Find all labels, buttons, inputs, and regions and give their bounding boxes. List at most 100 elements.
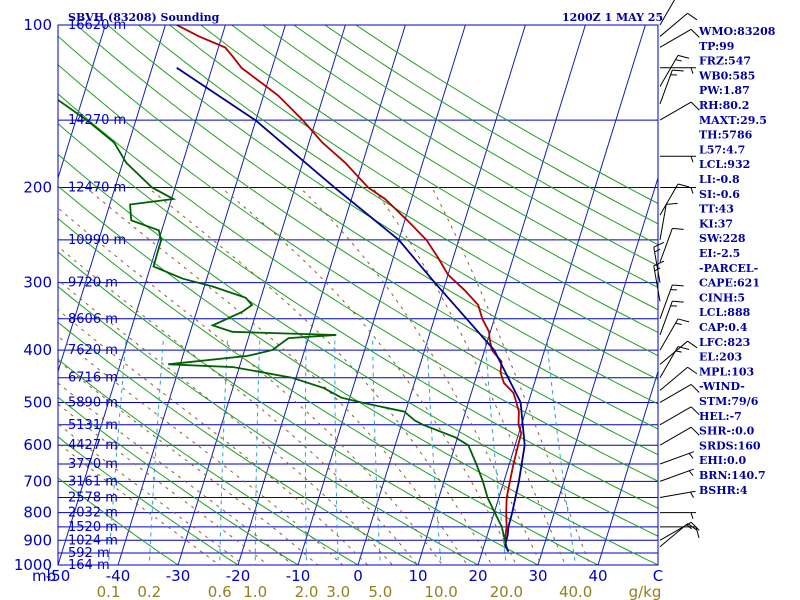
wind-barb-flag (690, 406, 700, 416)
height-label: 14270 m (68, 113, 126, 128)
height-label: 9720 m (68, 276, 118, 291)
wind-barb-staff (659, 366, 688, 391)
wind-barb-staff (659, 426, 692, 446)
index-value: HEL:-7 (699, 410, 742, 423)
index-value: L57:4.7 (699, 143, 745, 156)
wind-barb (660, 512, 696, 519)
moist-adiabat (220, 187, 518, 565)
wind-barb-staff (659, 28, 692, 48)
dry-adiabat (58, 251, 540, 565)
moist-adiabat (431, 187, 591, 565)
index-value: LCL:932 (699, 158, 750, 171)
wind-barb (659, 183, 690, 216)
parcel-line (176, 67, 526, 553)
dry-adiabat (169, 25, 658, 333)
mixing-ratio-line (254, 338, 261, 565)
wind-barb-staff (659, 468, 694, 482)
height-label: 5131 m (68, 418, 118, 433)
wind-barb-staff (659, 228, 673, 263)
isotherm-line (357, 25, 526, 565)
index-value: CAPE:621 (699, 277, 760, 290)
wind-barb-staff (659, 55, 679, 87)
index-value: -WIND- (699, 380, 745, 393)
pressure-tick-label: 400 (23, 341, 52, 359)
mixing-ratio-label: 20.0 (490, 583, 523, 600)
wind-barb (659, 202, 678, 240)
mixing-ratio-line (304, 338, 308, 565)
sounding-time: 1200Z 1 MAY 25 (562, 11, 663, 24)
height-label: 10990 m (68, 233, 126, 248)
pressure-tick-label: 700 (23, 472, 52, 490)
temperature-tick-label: C (653, 567, 663, 585)
wind-barb-half-flag (690, 156, 694, 163)
mixing-ratio-line (334, 338, 339, 565)
wind-barb (659, 490, 696, 499)
index-value: EL:203 (699, 351, 742, 364)
wind-barb (659, 69, 684, 105)
index-value: SW:228 (699, 232, 746, 245)
dry-adiabat (231, 25, 658, 289)
wind-barb (659, 468, 694, 482)
wind-barb-flag (687, 366, 698, 375)
wind-barb-flag (690, 28, 700, 38)
wind-barb-flag (672, 69, 684, 72)
wind-barb (659, 28, 700, 48)
wind-barb (659, 12, 698, 37)
index-value: PW:1.87 (699, 84, 750, 97)
wind-barb (659, 300, 684, 336)
height-label: 16620 m (68, 18, 126, 33)
mixing-ratio-line (426, 338, 442, 565)
temperature-tick-label: -10 (286, 567, 311, 585)
temperature-tick-label: 0 (353, 567, 363, 585)
temperature-tick-label: -50 (46, 567, 71, 585)
temperature-tick-label: 10 (408, 567, 427, 585)
mixing-ratio-line (484, 338, 507, 565)
dry-adiabat (58, 217, 600, 565)
wind-barb-staff (659, 340, 688, 365)
wind-barb-flag (690, 521, 700, 531)
mixing-ratio-unit: g/kg (629, 583, 662, 600)
moist-adiabat (58, 360, 319, 565)
mixing-ratio-line (546, 338, 577, 565)
index-value: -PARCEL- (699, 262, 758, 275)
wind-barb-staff (653, 247, 661, 283)
isotherm-line (297, 25, 466, 565)
isotherm-line (417, 25, 586, 565)
wind-barb-half-flag (654, 248, 661, 253)
height-label: 1520 m (68, 520, 118, 535)
height-label: 2032 m (68, 506, 118, 521)
wind-barb-flag (672, 300, 684, 303)
index-value: LCL:888 (699, 306, 751, 319)
wind-barb-staff (659, 204, 667, 240)
temperature-tick-label: 30 (528, 567, 547, 585)
dry-adiabat (58, 35, 658, 430)
wind-barb-staff (659, 0, 676, 26)
index-value: CAP:0.4 (699, 321, 748, 334)
height-label: 6716 m (68, 371, 118, 386)
wind-barb (659, 406, 700, 426)
pressure-tick-label: 900 (23, 531, 52, 549)
isotherm-line (117, 25, 286, 565)
pressure-tick-label: 100 (23, 16, 52, 34)
wind-barb-half-flag (690, 67, 694, 74)
wind-barb (659, 340, 698, 365)
pressure-tick-label: 600 (23, 436, 52, 454)
height-label: 3161 m (68, 474, 118, 489)
wind-barb-half-flag (675, 59, 682, 62)
pressure-tick-label: 500 (23, 393, 52, 411)
index-value: STM:79/6 (699, 395, 759, 408)
height-label: 2578 m (68, 491, 118, 506)
height-label: 592 m (68, 546, 110, 561)
temperature-tick-label: 40 (588, 567, 607, 585)
isotherm-line (58, 25, 106, 180)
mixing-ratio-label: 0.1 (97, 583, 121, 600)
height-label: 12470 m (68, 181, 126, 196)
wind-barb-staff (659, 300, 673, 336)
wind-barb-half-flag (690, 187, 694, 194)
dry-adiabat (262, 25, 658, 267)
wind-barb-flag (690, 426, 700, 436)
height-label: 4427 m (68, 438, 118, 453)
wind-barb-flag (666, 202, 678, 205)
isotherm-line (237, 25, 406, 565)
wind-barb (659, 318, 690, 351)
